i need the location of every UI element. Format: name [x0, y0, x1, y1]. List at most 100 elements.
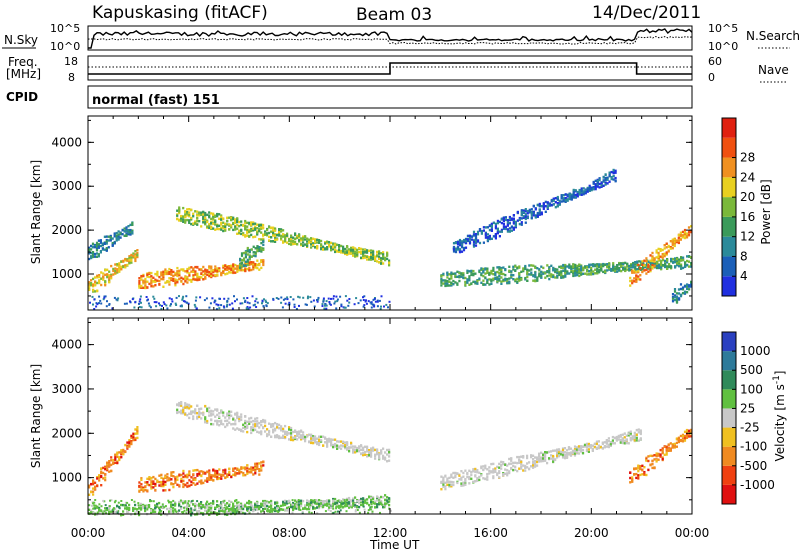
echo-cell	[606, 266, 608, 268]
echo-cell	[214, 220, 216, 222]
echo-cell	[529, 209, 531, 211]
echo-cell	[258, 470, 260, 472]
echo-cell	[238, 472, 240, 474]
echo-cell	[260, 242, 262, 244]
echo-cell	[322, 303, 324, 305]
echo-cell	[168, 268, 170, 270]
echo-cell	[452, 481, 454, 483]
echo-cell	[475, 240, 477, 242]
echo-cell	[523, 215, 525, 217]
echo-cell	[286, 296, 288, 298]
echo-cell	[260, 431, 262, 433]
echo-cell	[578, 270, 580, 272]
echo-cell	[539, 208, 541, 210]
echo-cell	[658, 267, 660, 269]
echo-cell	[294, 306, 296, 308]
echo-cell	[194, 469, 196, 471]
echo-cell	[540, 452, 542, 454]
echo-cell	[244, 227, 246, 229]
echo-cell	[534, 267, 536, 269]
echo-cell	[108, 281, 110, 283]
echo-cell	[613, 169, 615, 171]
echo-cell	[564, 269, 566, 271]
echo-cell	[518, 272, 520, 274]
echo-cell	[306, 245, 308, 247]
echo-cell	[388, 455, 390, 457]
echo-cell	[352, 450, 354, 452]
echo-cell	[462, 277, 464, 279]
echo-cell	[198, 220, 200, 222]
echo-cell	[178, 411, 180, 413]
echo-cell	[682, 437, 684, 439]
echo-cell	[384, 451, 386, 453]
echo-cell	[688, 226, 690, 228]
echo-cell	[672, 247, 674, 249]
echo-cell	[656, 455, 658, 457]
echo-cell	[190, 209, 192, 211]
echo-cell	[544, 456, 546, 458]
echo-cell	[228, 228, 230, 230]
echo-cell	[592, 445, 594, 447]
echo-cell	[262, 224, 264, 226]
echo-cell	[246, 421, 248, 423]
echo-cell	[586, 273, 588, 275]
echo-cell	[210, 410, 212, 412]
echo-cell	[455, 241, 457, 243]
echo-cell	[239, 258, 241, 260]
echo-cell	[96, 256, 98, 258]
echo-cell	[152, 480, 154, 482]
echo-cell	[658, 254, 660, 256]
echo-cell	[150, 285, 152, 287]
echo-cell	[130, 435, 132, 437]
echo-cell	[543, 202, 545, 204]
echo-cell	[600, 265, 602, 267]
echo-cell	[262, 461, 264, 463]
echo-cell	[536, 461, 538, 463]
echo-cell	[336, 250, 338, 252]
echo-cell	[258, 238, 260, 240]
echo-cell	[552, 457, 554, 459]
echo-cell	[148, 478, 150, 480]
echo-cell	[505, 228, 507, 230]
echo-cell	[159, 304, 161, 306]
freq-right-tick-top: 60	[708, 55, 722, 68]
echo-cell	[212, 274, 214, 276]
echo-cell	[506, 472, 508, 474]
echo-cell	[374, 259, 376, 261]
echo-cell	[226, 424, 228, 426]
echo-cell	[482, 275, 484, 277]
echo-cell	[622, 434, 624, 436]
echo-cell	[234, 218, 236, 220]
echo-cell	[150, 272, 152, 274]
echo-cell	[682, 231, 684, 233]
echo-cell	[448, 481, 450, 483]
echo-cell	[520, 278, 522, 280]
echo-cell	[664, 244, 666, 246]
echo-cell	[530, 454, 532, 456]
echo-cell	[596, 443, 598, 445]
echo-cell	[118, 262, 120, 264]
echo-cell	[480, 467, 482, 469]
echo-cell	[98, 243, 100, 245]
echo-cell	[543, 206, 545, 208]
echo-cell	[589, 186, 591, 188]
echo-cell	[575, 189, 577, 191]
echo-cell	[674, 290, 676, 292]
echo-cell	[264, 233, 266, 235]
echo-cell	[356, 249, 358, 251]
echo-cell	[242, 474, 244, 476]
echo-cell	[294, 238, 296, 240]
echo-cell	[142, 281, 144, 283]
echo-cell	[304, 243, 306, 245]
echo-cell	[339, 296, 341, 298]
echo-cell	[96, 477, 98, 479]
echo-cell	[106, 273, 108, 275]
echo-cell	[378, 258, 380, 260]
noise-left-tick-bottom: 10^0	[50, 40, 80, 53]
echo-cell	[242, 269, 244, 271]
echo-cell	[534, 462, 536, 464]
echo-cell	[170, 272, 172, 274]
echo-cell	[218, 412, 220, 414]
echo-cell	[100, 472, 102, 474]
echo-cell	[580, 265, 582, 267]
